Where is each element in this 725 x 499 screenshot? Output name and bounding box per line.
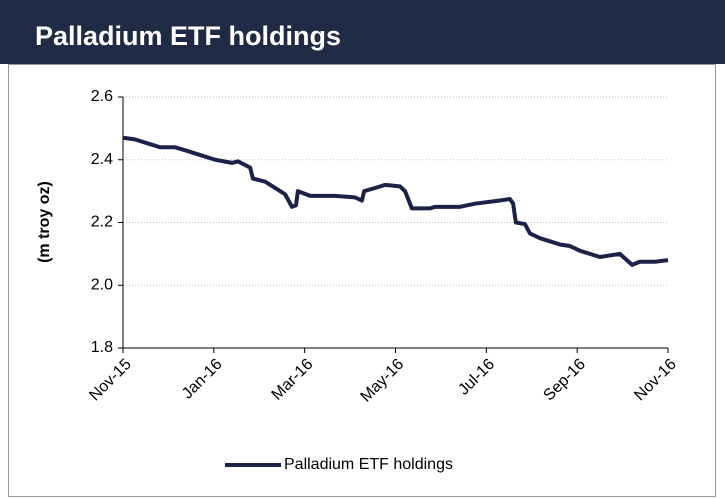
y-tick-label: 2.0	[91, 276, 113, 293]
y-tick-label: 2.6	[91, 88, 113, 105]
header-bar	[0, 0, 725, 64]
data-line	[122, 135, 669, 267]
y-tick-label: 1.8	[91, 339, 113, 356]
chart-title: Palladium ETF holdings	[35, 21, 341, 51]
legend-label: Palladium ETF holdings	[284, 456, 453, 473]
panel	[8, 64, 716, 497]
y-tick-label: 2.4	[91, 151, 113, 168]
y-axis-label: (m troy oz)	[36, 181, 53, 263]
y-tick-label: 2.2	[91, 214, 113, 231]
